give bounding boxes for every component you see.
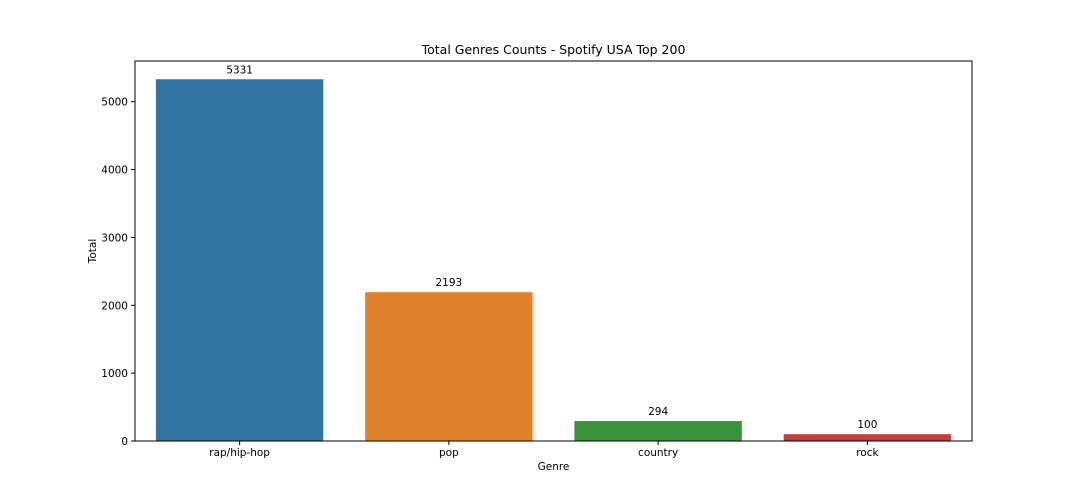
y-tick-label-3: 3000 [101, 232, 128, 244]
y-tick-label-0: 0 [121, 436, 128, 448]
bar-2 [574, 421, 742, 441]
x-tick-label-2: country [638, 447, 678, 459]
x-tick-label-1: pop [439, 447, 459, 459]
y-axis-label: Total [87, 239, 99, 265]
x-tick-label-0: rap/hip-hop [209, 447, 270, 459]
data-label-2: 294 [648, 406, 668, 418]
chart-title: Total Genres Counts - Spotify USA Top 20… [421, 42, 686, 57]
data-label-0: 5331 [226, 64, 253, 76]
ticks-group: rap/hip-hop pop country rock 0 1000 2000 3000 40… [101, 97, 879, 459]
y-tick-label-4: 4000 [101, 165, 128, 177]
y-tick-label-5: 5000 [101, 97, 128, 109]
bar-3 [783, 434, 952, 441]
data-label-1: 2193 [436, 277, 463, 289]
bar-0 [155, 79, 324, 441]
y-tick-label-1: 1000 [101, 368, 128, 380]
x-tick-label-3: rock [856, 447, 879, 459]
bars-group: 5331 2193 294 100 [155, 64, 952, 441]
plot-frame [134, 60, 973, 442]
data-label-3: 100 [857, 419, 877, 431]
x-axis-label: Genre [538, 461, 570, 473]
y-tick-label-2: 2000 [101, 300, 128, 312]
bar-1 [365, 292, 533, 441]
